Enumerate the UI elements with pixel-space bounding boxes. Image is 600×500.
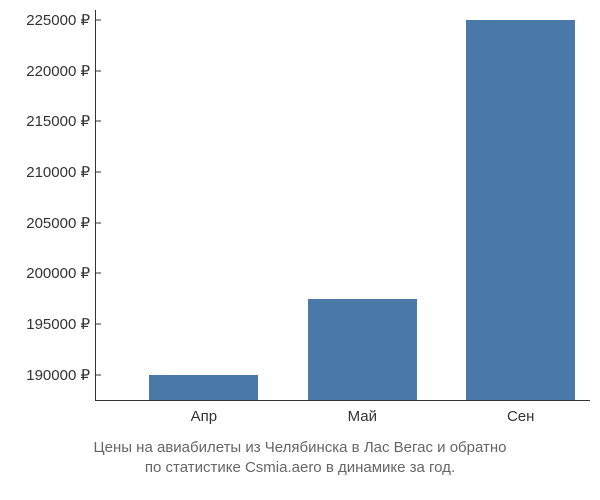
- y-tick-mark: [95, 70, 101, 71]
- y-tick-label: 195000 ₽: [0, 315, 90, 333]
- y-tick-label: 225000 ₽: [0, 11, 90, 29]
- y-tick-mark: [95, 172, 101, 173]
- y-tick-label: 190000 ₽: [0, 366, 90, 384]
- y-tick-label: 205000 ₽: [0, 214, 90, 232]
- x-tick-label: Апр: [191, 408, 217, 425]
- y-tick-label: 220000 ₽: [0, 62, 90, 80]
- y-tick-mark: [95, 324, 101, 325]
- plot-area: [95, 10, 590, 400]
- caption-line-2: по статистике Csmia.aero в динамике за г…: [145, 459, 455, 476]
- chart-caption: Цены на авиабилеты из Челябинска в Лас В…: [0, 438, 600, 479]
- price-chart: 190000 ₽ 195000 ₽ 200000 ₽ 205000 ₽ 210000 ₽…: [0, 0, 600, 500]
- x-tick-label: Май: [348, 408, 377, 425]
- y-tick-label: 210000 ₽: [0, 163, 90, 181]
- y-tick-mark: [95, 121, 101, 122]
- y-tick-mark: [95, 222, 101, 223]
- bar: [466, 20, 575, 400]
- y-tick-mark: [95, 374, 101, 375]
- bar: [149, 375, 258, 400]
- y-tick-mark: [95, 273, 101, 274]
- y-tick-label: 215000 ₽: [0, 112, 90, 130]
- x-axis-line: [95, 400, 590, 401]
- y-tick-mark: [95, 20, 101, 21]
- y-tick-label: 200000 ₽: [0, 264, 90, 282]
- bar: [308, 299, 417, 400]
- caption-line-1: Цены на авиабилеты из Челябинска в Лас В…: [94, 439, 507, 456]
- x-tick-label: Сен: [507, 408, 534, 425]
